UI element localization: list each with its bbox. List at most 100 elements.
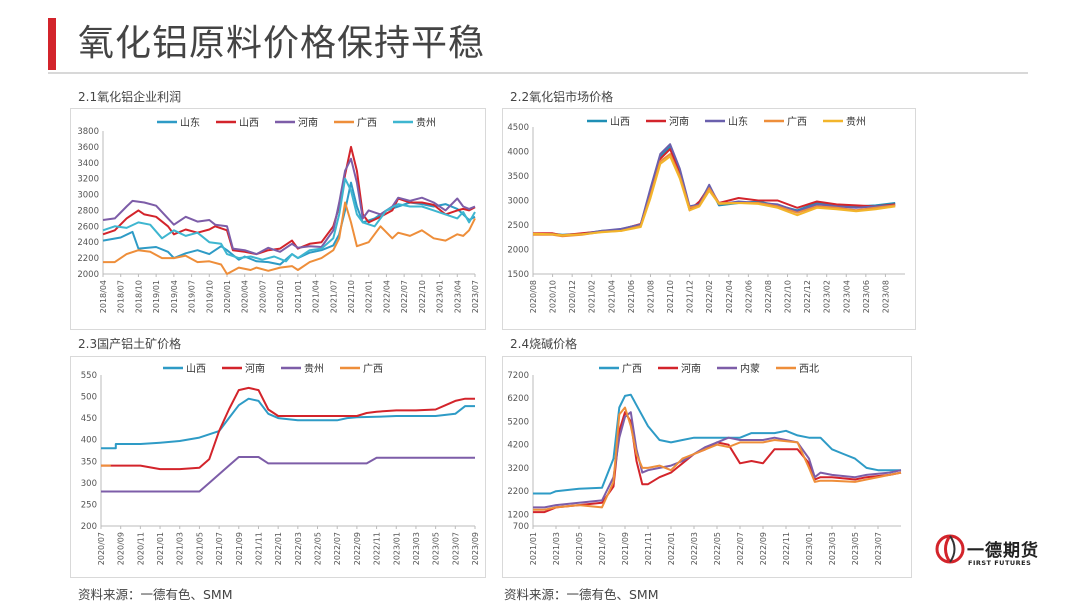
y-tick-label: 3500 bbox=[507, 172, 529, 182]
legend-label: 广西 bbox=[787, 116, 807, 128]
chart-svg: 700 1200 2200 3200 4200 5200 6200 7200 2021/01 20… bbox=[507, 362, 902, 565]
legend-label: 山东 bbox=[728, 115, 748, 128]
x-tick-label: 2021/12 bbox=[686, 280, 695, 313]
x-tick-label: 2023/05 bbox=[851, 532, 860, 565]
series-line bbox=[533, 411, 902, 509]
x-tick-label: 2021/05 bbox=[195, 532, 204, 565]
logo-mark-icon bbox=[935, 534, 965, 564]
logo-english: FIRST FUTURES bbox=[968, 559, 1032, 567]
x-tick-label: 2021/09 bbox=[621, 532, 630, 565]
y-tick-label: 3600 bbox=[77, 143, 99, 153]
y-tick-label: 4000 bbox=[507, 148, 529, 158]
legend-label: 广西 bbox=[357, 117, 377, 129]
x-tick-label: 2020/10 bbox=[549, 280, 558, 313]
y-tick-label: 400 bbox=[81, 436, 97, 446]
source-note-left: 资料来源：一德有色、SMM bbox=[78, 587, 233, 602]
x-tick-label: 2020/08 bbox=[529, 280, 538, 313]
x-tick-label: 2021/09 bbox=[235, 532, 244, 565]
y-tick-label: 3200 bbox=[507, 464, 529, 474]
chart-caustic-soda-price: 700 1200 2200 3200 4200 5200 6200 7200 2021/01 20… bbox=[502, 356, 912, 578]
x-tick-label: 2019/04 bbox=[170, 280, 179, 313]
series-line bbox=[533, 406, 902, 511]
series-line bbox=[533, 153, 896, 238]
y-tick-label: 300 bbox=[81, 479, 97, 489]
legend-label: 内蒙 bbox=[740, 362, 760, 375]
legend-label: 贵州 bbox=[846, 115, 866, 128]
x-tick-label: 2018/04 bbox=[99, 280, 108, 313]
legend-label: 河南 bbox=[245, 362, 265, 375]
x-tick-label: 2022/11 bbox=[782, 532, 791, 565]
series-line bbox=[101, 456, 475, 493]
chart-svg: 200 250 300 350 400 450 500 550 2020/07 2020/09 20… bbox=[81, 362, 480, 565]
x-tick-label: 2022/06 bbox=[744, 280, 753, 313]
series-line bbox=[533, 148, 896, 237]
y-tick-label: 200 bbox=[81, 522, 97, 532]
source-note-right: 资料来源：一德有色、SMM bbox=[504, 587, 659, 602]
x-tick-label: 2021/04 bbox=[312, 280, 321, 313]
x-tick-label: 2023/03 bbox=[412, 532, 421, 565]
x-tick-label: 2022/03 bbox=[690, 532, 699, 565]
y-tick-label: 3000 bbox=[77, 191, 99, 201]
legend-label: 河南 bbox=[298, 116, 318, 129]
x-tick-label: 2020/07 bbox=[258, 280, 267, 313]
y-tick-label: 3400 bbox=[77, 159, 99, 169]
x-tick-label: 2019/07 bbox=[188, 280, 197, 313]
x-tick-label: 2021/11 bbox=[254, 532, 263, 565]
x-tick-label: 2022/04 bbox=[725, 280, 734, 313]
x-tick-label: 2023/01 bbox=[436, 280, 445, 313]
x-tick-label: 2023/03 bbox=[828, 532, 837, 565]
x-tick-label: 2022/12 bbox=[803, 280, 812, 313]
y-tick-label: 700 bbox=[513, 522, 529, 532]
series-line bbox=[102, 181, 476, 266]
y-tick-label: 550 bbox=[81, 371, 97, 381]
legend-label: 河南 bbox=[669, 115, 689, 128]
x-tick-label: 2021/01 bbox=[529, 532, 538, 565]
x-tick-label: 2022/01 bbox=[365, 280, 374, 313]
x-tick-label: 2022/09 bbox=[353, 532, 362, 565]
legend-label: 河南 bbox=[681, 362, 701, 375]
x-tick-label: 2021/03 bbox=[552, 532, 561, 565]
series-line bbox=[102, 145, 476, 256]
x-tick-label: 2020/09 bbox=[117, 532, 126, 565]
y-tick-label: 2200 bbox=[507, 487, 529, 497]
x-tick-label: 2021/02 bbox=[588, 280, 597, 313]
series-line bbox=[533, 143, 896, 237]
x-tick-label: 2020/12 bbox=[568, 280, 577, 313]
y-tick-label: 1200 bbox=[507, 510, 529, 520]
x-tick-label: 2023/07 bbox=[451, 532, 460, 565]
chart-title-profit: 2.1氧化铝企业利润 bbox=[78, 90, 182, 104]
y-tick-label: 6200 bbox=[507, 394, 529, 404]
x-tick-label: 2023/07 bbox=[874, 532, 883, 565]
series-line bbox=[102, 177, 476, 263]
legend-label: 山西 bbox=[239, 117, 259, 129]
x-tick-label: 2023/08 bbox=[881, 280, 890, 313]
x-tick-label: 2021/06 bbox=[627, 280, 636, 313]
chart-svg: 1500 2000 2500 3000 3500 4000 4500 2020/08 2020/… bbox=[507, 115, 905, 313]
y-tick-label: 7200 bbox=[507, 371, 529, 381]
series-line bbox=[102, 157, 476, 256]
x-tick-label: 2021/07 bbox=[598, 532, 607, 565]
x-tick-label: 2022/03 bbox=[294, 532, 303, 565]
x-tick-label: 2021/07 bbox=[215, 532, 224, 565]
series-line bbox=[103, 201, 476, 275]
x-tick-label: 2023/04 bbox=[842, 280, 851, 313]
x-tick-label: 2022/02 bbox=[705, 280, 714, 313]
x-tick-label: 2022/10 bbox=[784, 280, 793, 313]
x-tick-label: 2023/01 bbox=[805, 532, 814, 565]
x-tick-label: 2023/06 bbox=[862, 280, 871, 313]
x-tick-label: 2020/07 bbox=[97, 532, 106, 565]
x-tick-label: 2021/03 bbox=[176, 532, 185, 565]
chart-profit: 2000 2200 2400 2600 2800 3000 3200 3400 3600 3800… bbox=[70, 108, 486, 330]
x-tick-label: 2023/02 bbox=[823, 280, 832, 313]
y-tick-label: 4200 bbox=[507, 441, 529, 451]
x-tick-label: 2022/05 bbox=[713, 532, 722, 565]
x-tick-label: 2020/11 bbox=[136, 532, 145, 565]
page-title: 氧化铝原料价格保持平稳 bbox=[78, 23, 486, 64]
legend-label: 山西 bbox=[186, 363, 206, 375]
y-tick-label: 2200 bbox=[77, 254, 99, 264]
x-tick-label: 2023/01 bbox=[392, 532, 401, 565]
y-tick-label: 250 bbox=[81, 500, 97, 510]
y-tick-label: 3200 bbox=[77, 175, 99, 185]
logo-name: 一德期货 bbox=[967, 541, 1039, 561]
chart-svg: 2000 2200 2400 2600 2800 3000 3200 3400 3600 3800… bbox=[77, 116, 480, 313]
